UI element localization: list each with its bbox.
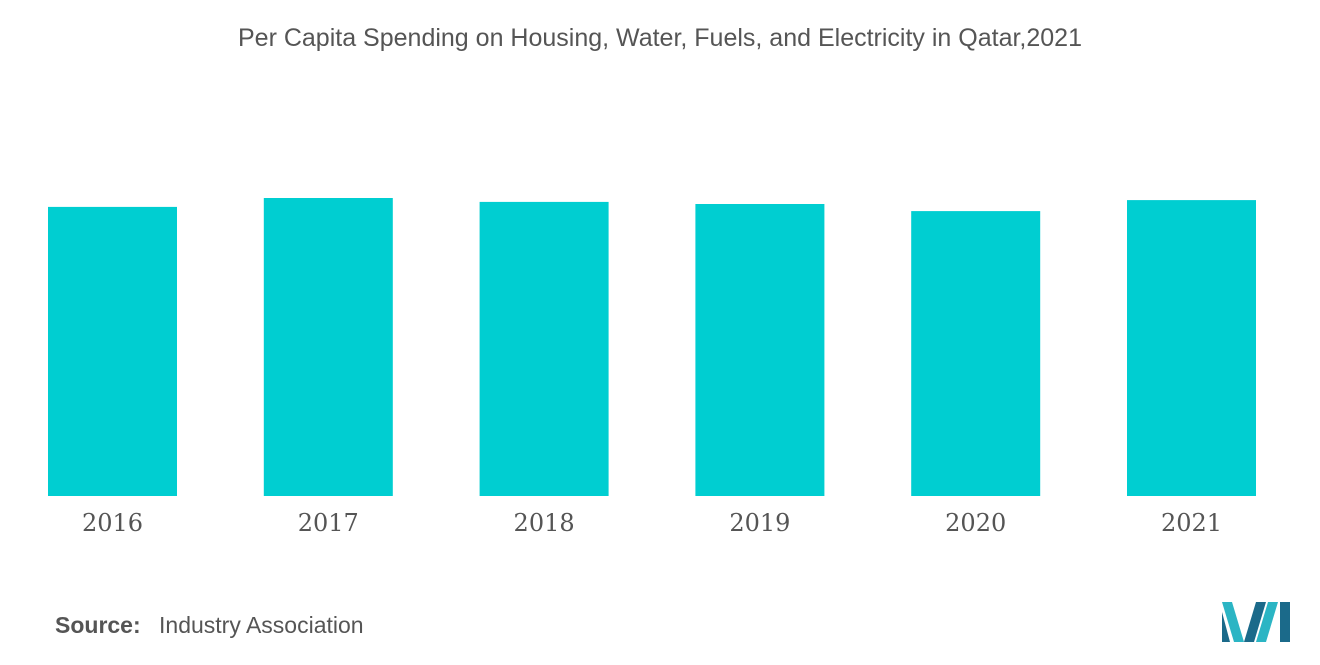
x-tick-label-2019: 2019	[729, 509, 790, 537]
bars-group	[48, 198, 1256, 496]
bar-2018	[479, 201, 609, 496]
bar-chart: 2016 2017 2018 2019 2020 2021	[48, 198, 1256, 537]
bar-2017	[263, 198, 393, 496]
x-tick-label-2018: 2018	[514, 509, 575, 537]
source-note: Source: Industry Association	[55, 612, 364, 639]
mordor-intelligence-logo-icon	[1222, 602, 1290, 642]
x-tick-label-2020: 2020	[945, 509, 1006, 537]
source-value: Industry Association	[159, 612, 364, 638]
x-tick-label-2017: 2017	[298, 509, 359, 537]
x-tick-label-2016: 2016	[82, 509, 143, 537]
bar-2020	[911, 211, 1041, 496]
chart-title: Per Capita Spending on Housing, Water, F…	[238, 24, 1082, 52]
source-label: Source:	[55, 612, 141, 638]
x-tick-labels: 2016 2017 2018 2019 2020 2021	[82, 509, 1222, 537]
x-tick-label-2021: 2021	[1161, 509, 1222, 537]
bar-2021	[1127, 200, 1256, 496]
bar-2019	[695, 204, 825, 496]
bar-2016	[48, 206, 177, 496]
